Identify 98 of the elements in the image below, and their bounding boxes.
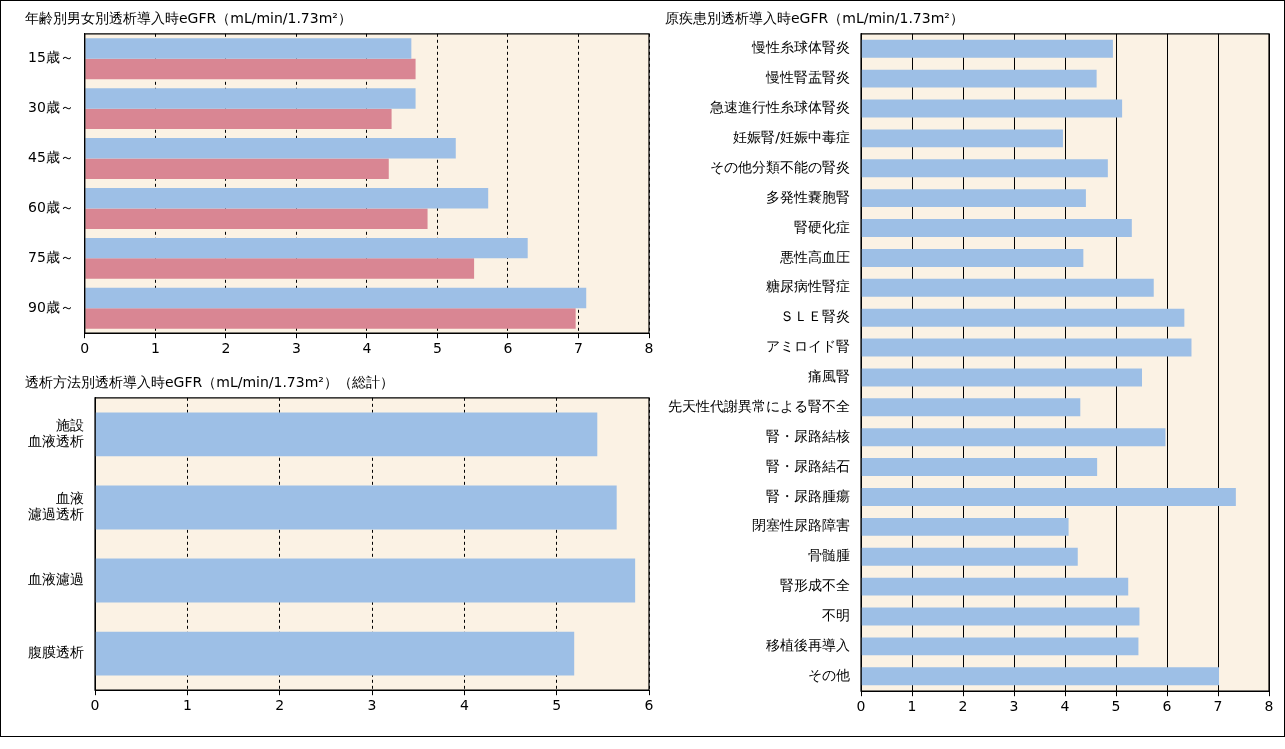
bar — [861, 278, 1154, 297]
bar — [861, 368, 1143, 387]
y-tick-label: 不明 — [822, 607, 850, 624]
x-tick-label: 7 — [574, 340, 583, 357]
x-tick-label: 3 — [1009, 698, 1019, 715]
y-tick-label: 移植後再導入 — [766, 637, 850, 654]
x-tick-label: 5 — [432, 340, 442, 357]
x-tick-label: 2 — [958, 698, 968, 715]
bar — [861, 667, 1220, 686]
y-tick-label: その他 — [808, 666, 850, 683]
bar — [861, 428, 1166, 447]
y-tick-label: 腎・尿路結石 — [766, 457, 850, 474]
y-tick-label: 15歳～ — [27, 49, 74, 66]
y-tick-label: 悪性高血圧 — [779, 248, 850, 265]
y-tick-label: 急速進行性糸球体腎炎 — [709, 99, 850, 116]
bar — [861, 219, 1132, 237]
y-tick-label: 腹膜透析 — [28, 644, 84, 661]
bar — [85, 237, 528, 259]
bar — [861, 99, 1123, 118]
bar — [861, 637, 1139, 656]
bar — [85, 187, 489, 209]
y-tick-label: アミロイド腎 — [766, 338, 850, 355]
y-tick-label: 90歳～ — [27, 298, 74, 315]
x-tick-label: 4 — [1060, 698, 1070, 715]
y-tick-label: 45歳～ — [27, 149, 74, 166]
x-tick-label: 0 — [856, 698, 866, 715]
bar — [861, 338, 1192, 357]
bar — [861, 398, 1081, 417]
x-tick-label: 5 — [1111, 698, 1121, 715]
bar — [85, 158, 389, 180]
bar — [85, 287, 587, 309]
bar — [861, 248, 1084, 267]
x-tick-label: 2 — [221, 340, 231, 357]
bar — [85, 208, 428, 229]
chart-title: 透析方法別透析導入時eGFR（mL/min/1.73m²）（総計） — [25, 374, 394, 391]
x-tick-label: 6 — [644, 697, 654, 714]
bar — [95, 485, 617, 530]
x-tick-label: 4 — [459, 697, 469, 714]
x-tick-label: 8 — [1264, 698, 1274, 715]
x-tick-label: 1 — [182, 697, 192, 714]
y-tick-label: ＳＬＥ腎炎 — [780, 308, 850, 325]
x-tick-label: 1 — [907, 698, 917, 715]
bar — [95, 412, 598, 457]
y-tick-label: 慢性糸球体腎炎 — [751, 39, 850, 56]
bar — [85, 308, 576, 329]
bar — [95, 631, 575, 676]
x-tick-label: 0 — [90, 697, 100, 714]
bar — [85, 88, 416, 109]
y-tick-label: 血液濾過 — [28, 571, 84, 588]
x-tick-label: 6 — [503, 340, 513, 357]
bar — [85, 108, 392, 130]
y-tick-label: 施設血液透析 — [28, 416, 84, 450]
bar — [861, 308, 1185, 327]
y-tick-label: その他分類不能の腎炎 — [710, 158, 850, 175]
y-tick-label: 糖尿病性腎症 — [766, 278, 850, 295]
y-tick-label: 腎硬化症 — [794, 218, 850, 235]
x-tick-label: 3 — [367, 697, 377, 714]
x-tick-label: 4 — [362, 340, 372, 357]
bar — [861, 488, 1236, 506]
bar — [861, 69, 1097, 88]
bar — [85, 38, 412, 59]
x-tick-label: 0 — [80, 340, 90, 357]
y-tick-label: 血液濾過透析 — [28, 489, 84, 523]
y-tick-label: 腎・尿路腫瘍 — [766, 487, 850, 504]
y-tick-label: 閉塞性尿路障害 — [752, 517, 850, 534]
bar — [861, 577, 1129, 596]
bar — [861, 458, 1098, 477]
y-tick-label: 先天性代謝異常による腎不全 — [668, 397, 850, 414]
x-tick-label: 1 — [150, 340, 160, 357]
bar — [85, 138, 456, 159]
bar — [861, 39, 1113, 58]
y-tick-label: 腎・尿路結核 — [766, 427, 850, 444]
x-tick-label: 3 — [291, 340, 301, 357]
chart-title: 原疾患別透析導入時eGFR（mL/min/1.73m²） — [665, 10, 964, 27]
bar — [861, 517, 1069, 536]
bar — [861, 129, 1063, 148]
y-tick-label: 75歳～ — [27, 248, 74, 265]
y-tick-label: 30歳～ — [27, 99, 74, 116]
y-tick-label: 骨髄腫 — [808, 547, 850, 564]
bar — [95, 558, 636, 603]
bar — [861, 159, 1108, 178]
x-tick-label: 5 — [552, 697, 562, 714]
y-tick-label: 多発性嚢胞腎 — [766, 188, 850, 205]
x-tick-label: 6 — [1162, 698, 1172, 715]
x-tick-label: 2 — [275, 697, 285, 714]
y-tick-label: 腎形成不全 — [780, 577, 850, 594]
bar — [861, 547, 1078, 566]
y-tick-label: 痛風腎 — [808, 368, 850, 385]
x-tick-label: 8 — [644, 340, 654, 357]
x-tick-label: 7 — [1213, 698, 1223, 715]
y-tick-label: 60歳～ — [27, 199, 74, 216]
bar — [861, 189, 1086, 208]
chart-title: 年齢別男女別透析導入時eGFR（mL/min/1.73m²） — [25, 10, 352, 27]
y-tick-label: 慢性腎盂腎炎 — [765, 69, 850, 86]
y-tick-label: 妊娠腎/妊娠中毒症 — [733, 129, 850, 146]
bar — [85, 58, 416, 80]
bar — [861, 607, 1140, 626]
bar — [85, 258, 475, 279]
